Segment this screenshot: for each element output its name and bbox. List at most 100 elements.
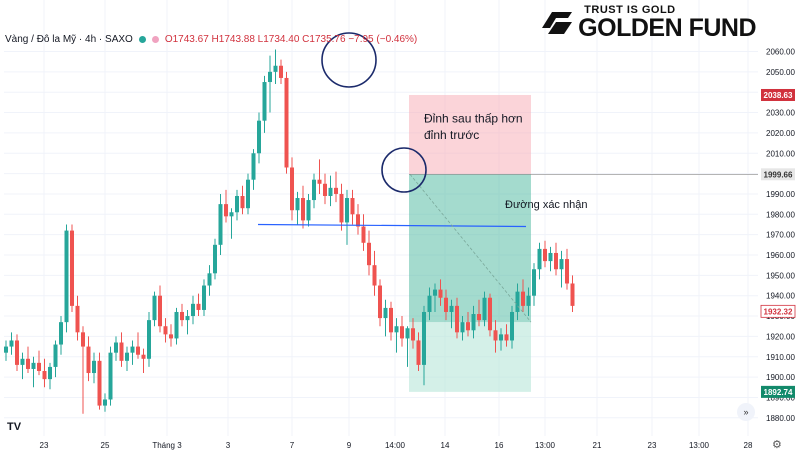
candle-body[interactable]	[466, 322, 470, 331]
candle-body[interactable]	[532, 269, 536, 296]
candle-body[interactable]	[119, 342, 124, 361]
candle-body[interactable]	[108, 352, 113, 400]
candle-body[interactable]	[141, 354, 146, 359]
candle-body[interactable]	[328, 187, 333, 196]
candle-body[interactable]	[103, 399, 107, 406]
candle-body[interactable]	[240, 195, 245, 209]
time-axis[interactable]: 23 25 Tháng 3 3 7 9 14:00 14 16 13:00 21 23 13:00 28	[40, 441, 753, 450]
candle-body[interactable]	[537, 248, 542, 270]
candle-body[interactable]	[510, 311, 514, 341]
candle-body[interactable]	[438, 289, 443, 298]
candle-body[interactable]	[9, 340, 14, 347]
candle-body[interactable]	[158, 295, 162, 327]
candle-body[interactable]	[433, 289, 437, 296]
candle-body[interactable]	[147, 320, 151, 359]
candle-body[interactable]	[70, 230, 74, 306]
candle-body[interactable]	[235, 195, 239, 213]
scroll-to-realtime-button[interactable]: »	[737, 403, 755, 421]
candle-body[interactable]	[389, 307, 393, 333]
candle-body[interactable]	[515, 291, 520, 312]
candle-body[interactable]	[306, 200, 311, 221]
candle-body[interactable]	[301, 198, 305, 221]
candle-body[interactable]	[174, 311, 179, 339]
candle-body[interactable]	[268, 71, 272, 83]
candle-body[interactable]	[554, 252, 558, 270]
candle-body[interactable]	[42, 370, 47, 380]
candle-body[interactable]	[26, 358, 30, 369]
candle-body[interactable]	[97, 360, 102, 406]
candle-body[interactable]	[449, 305, 454, 312]
candle-body[interactable]	[114, 342, 118, 353]
candle-body[interactable]	[499, 334, 503, 341]
candle-body[interactable]	[284, 77, 289, 168]
candle-body[interactable]	[521, 291, 525, 306]
candle-body[interactable]	[559, 259, 564, 270]
candle-body[interactable]	[504, 334, 509, 341]
candle-body[interactable]	[356, 214, 360, 227]
candle-body[interactable]	[290, 167, 294, 211]
candle-body[interactable]	[378, 285, 382, 319]
candle-body[interactable]	[526, 295, 531, 306]
candle-body[interactable]	[246, 179, 250, 209]
candle-body[interactable]	[224, 204, 228, 217]
candle-body[interactable]	[4, 346, 8, 353]
candle-body[interactable]	[152, 295, 157, 321]
candle-body[interactable]	[350, 198, 355, 215]
gear-icon[interactable]: ⚙	[772, 439, 782, 451]
candle-body[interactable]	[257, 120, 261, 154]
candle-body[interactable]	[185, 316, 190, 321]
candle-body[interactable]	[372, 265, 377, 286]
candle-body[interactable]	[295, 198, 300, 211]
tradingview-watermark[interactable]: TV	[7, 421, 22, 433]
candle-body[interactable]	[405, 328, 410, 339]
candle-body[interactable]	[345, 198, 349, 223]
candle-body[interactable]	[312, 179, 316, 201]
candle-body[interactable]	[180, 311, 184, 321]
candle-body[interactable]	[422, 311, 426, 365]
candle-body[interactable]	[493, 330, 498, 341]
confirmation-line[interactable]	[257, 223, 527, 228]
candle-body[interactable]	[48, 366, 52, 380]
candle-body[interactable]	[64, 230, 69, 323]
candle-body[interactable]	[367, 242, 371, 266]
candle-body[interactable]	[548, 252, 553, 262]
candle-body[interactable]	[400, 326, 404, 339]
candle-body[interactable]	[75, 305, 80, 333]
candle-body[interactable]	[543, 248, 547, 262]
candle-body[interactable]	[317, 179, 322, 184]
candle-body[interactable]	[202, 285, 206, 310]
candle-body[interactable]	[229, 212, 234, 217]
candle-body[interactable]	[394, 326, 399, 333]
candle-body[interactable]	[482, 297, 487, 321]
candle-body[interactable]	[460, 322, 465, 333]
candle-body[interactable]	[20, 358, 25, 365]
candle-body[interactable]	[196, 303, 201, 310]
candle-body[interactable]	[130, 346, 135, 353]
candle-body[interactable]	[361, 226, 366, 243]
candle-body[interactable]	[213, 244, 217, 274]
symbol-title[interactable]: Vàng / Đô la Mỹ · 4h · SAXO	[5, 34, 133, 45]
candle-body[interactable]	[218, 204, 223, 245]
candle-body[interactable]	[477, 314, 481, 321]
candle-body[interactable]	[455, 305, 459, 333]
candle-body[interactable]	[163, 326, 168, 335]
candle-body[interactable]	[207, 273, 212, 286]
candle-body[interactable]	[125, 352, 129, 361]
candle-body[interactable]	[136, 346, 140, 355]
candle-body[interactable]	[444, 297, 448, 312]
candle-body[interactable]	[273, 65, 278, 72]
candle-body[interactable]	[427, 295, 432, 312]
candle-body[interactable]	[334, 187, 338, 194]
candle-body[interactable]	[471, 314, 476, 331]
candle-body[interactable]	[15, 340, 19, 365]
price-axis[interactable]: 1880.001890.001900.001910.001920.001930.…	[766, 48, 795, 423]
candle-body[interactable]	[411, 328, 415, 341]
candle-body[interactable]	[31, 362, 36, 369]
candle-body[interactable]	[565, 259, 569, 284]
candle-body[interactable]	[191, 303, 195, 317]
candle-body[interactable]	[339, 193, 344, 223]
candle-body[interactable]	[262, 82, 267, 121]
candle-body[interactable]	[279, 65, 283, 78]
candle-body[interactable]	[92, 360, 96, 374]
